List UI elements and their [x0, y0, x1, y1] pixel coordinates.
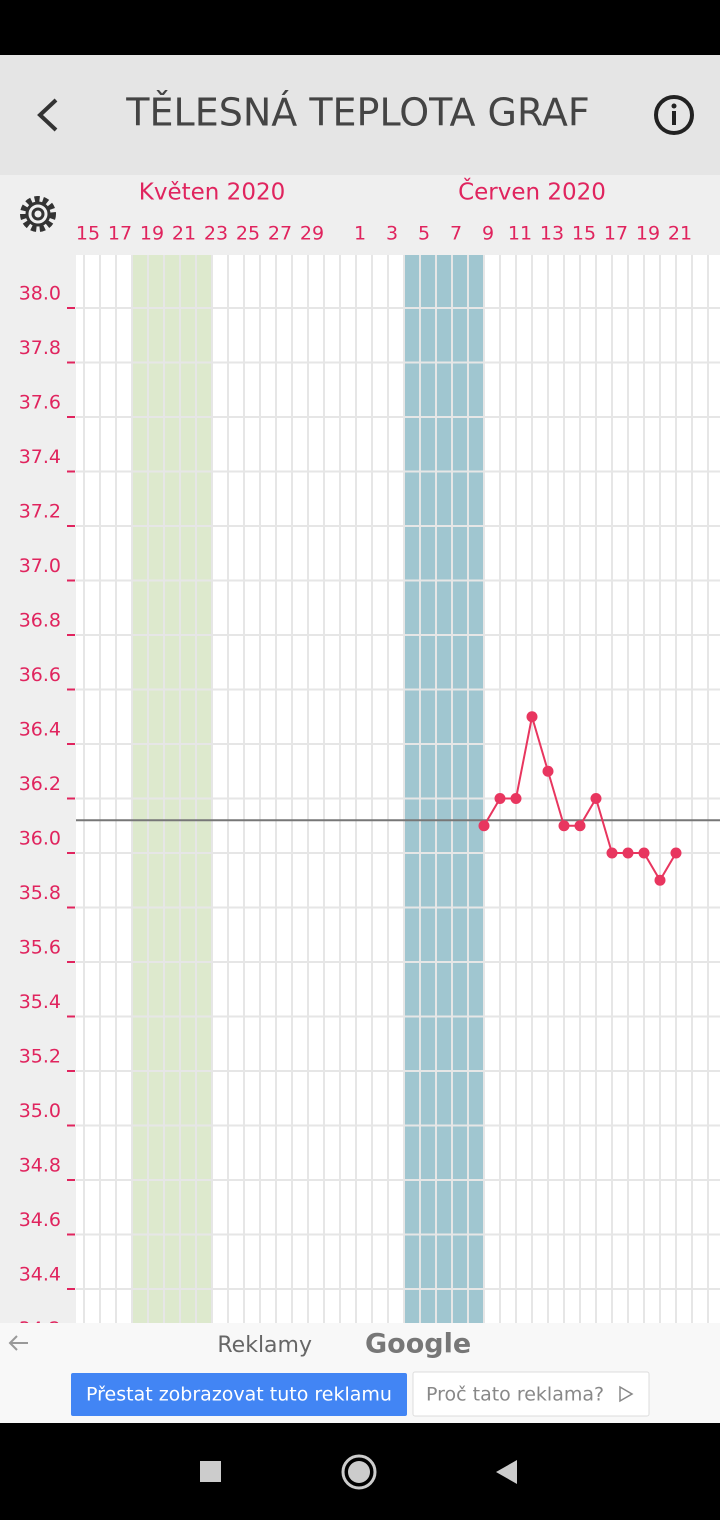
- x-tick-label: 5: [418, 223, 430, 245]
- button-label: Proč tato reklama?: [426, 1384, 604, 1406]
- y-tick-label: 34.8: [19, 1155, 61, 1177]
- ad-label: Reklamy: [217, 1333, 312, 1358]
- y-tick-label: 35.4: [19, 991, 61, 1013]
- temperature-point: [542, 765, 554, 777]
- stop-ad-button[interactable]: Přestat zobrazovat tuto reklamu: [71, 1373, 407, 1416]
- x-tick-label: 17: [108, 223, 132, 245]
- temperature-point: [574, 820, 586, 832]
- button-label: Přestat zobrazovat tuto reklamu: [86, 1384, 392, 1406]
- x-tick-label: 9: [482, 223, 494, 245]
- x-tick-label: 21: [668, 223, 692, 245]
- settings-button[interactable]: [20, 196, 56, 232]
- temperature-point: [510, 793, 522, 804]
- x-tick-label: 27: [268, 223, 292, 245]
- info-button[interactable]: [654, 95, 694, 135]
- app-bar: [0, 55, 720, 175]
- x-tick-label: 19: [636, 223, 660, 245]
- y-tick-label: 35.2: [19, 1046, 61, 1068]
- y-tick-label: 34.4: [19, 1264, 61, 1286]
- back-button[interactable]: [37, 98, 58, 132]
- x-tick-label: 3: [386, 223, 398, 245]
- ad-back[interactable]: [8, 1335, 28, 1351]
- temperature-point: [526, 711, 538, 723]
- x-tick-label: 7: [450, 223, 462, 245]
- month-label: Červen 2020: [458, 178, 606, 206]
- temperature-point: [558, 820, 570, 832]
- phase-band: [132, 255, 212, 1323]
- y-tick-label: 37.0: [19, 555, 61, 577]
- x-tick-label: 17: [604, 223, 628, 245]
- x-tick-label: 19: [140, 223, 164, 245]
- plot-clip: [76, 255, 720, 1323]
- x-tick-label: 23: [204, 223, 228, 245]
- title: TĚLESNÁ TEPLOTA GRAF: [125, 91, 589, 135]
- x-tick-label: 15: [572, 223, 596, 245]
- y-tick-label: 35.8: [19, 882, 61, 904]
- y-tick-label: 37.6: [19, 392, 61, 414]
- temperature-point: [638, 847, 650, 859]
- x-tick-label: 15: [76, 223, 100, 245]
- x-tick-label: 29: [300, 223, 324, 245]
- month-label: Květen 2020: [139, 180, 285, 206]
- home-button[interactable]: [341, 1454, 377, 1490]
- temperature-point: [670, 847, 682, 859]
- y-tick-label: 35.6: [19, 937, 61, 959]
- ad-brand: Google: [365, 1329, 471, 1360]
- recents-button[interactable]: [200, 1461, 221, 1482]
- x-tick-label: 21: [172, 223, 196, 245]
- chart: 15171921232527291357911131517192134.234.…: [19, 223, 720, 1345]
- temperature-point: [622, 847, 634, 859]
- y-tick-label: 37.4: [19, 446, 61, 468]
- y-tick-label: 36.8: [19, 610, 61, 632]
- x-tick-label: 25: [236, 223, 260, 245]
- y-tick-label: 38.0: [19, 283, 61, 305]
- temperature-point: [606, 847, 618, 859]
- y-tick-label: 36.0: [19, 828, 61, 850]
- temperature-point: [478, 820, 490, 832]
- y-tick-label: 36.4: [19, 719, 61, 741]
- back-nav-button[interactable]: [496, 1460, 517, 1484]
- y-tick-label: 37.8: [19, 337, 61, 359]
- y-tick-label: 36.2: [19, 773, 61, 795]
- temperature-point: [590, 793, 602, 804]
- why-ad-button[interactable]: Proč tato reklama?: [412, 1371, 650, 1417]
- x-tick-label: 13: [540, 223, 564, 245]
- temperature-point: [494, 793, 506, 804]
- temperature-point: [654, 874, 666, 886]
- y-tick-label: 37.2: [19, 501, 61, 523]
- y-tick-label: 34.6: [19, 1209, 61, 1231]
- status-bar: [0, 0, 720, 55]
- y-tick-label: 36.6: [19, 664, 61, 686]
- x-tick-label: 1: [354, 223, 366, 245]
- y-tick-label: 35.0: [19, 1100, 61, 1122]
- phase-band: [404, 255, 484, 1323]
- x-tick-label: 11: [508, 223, 532, 245]
